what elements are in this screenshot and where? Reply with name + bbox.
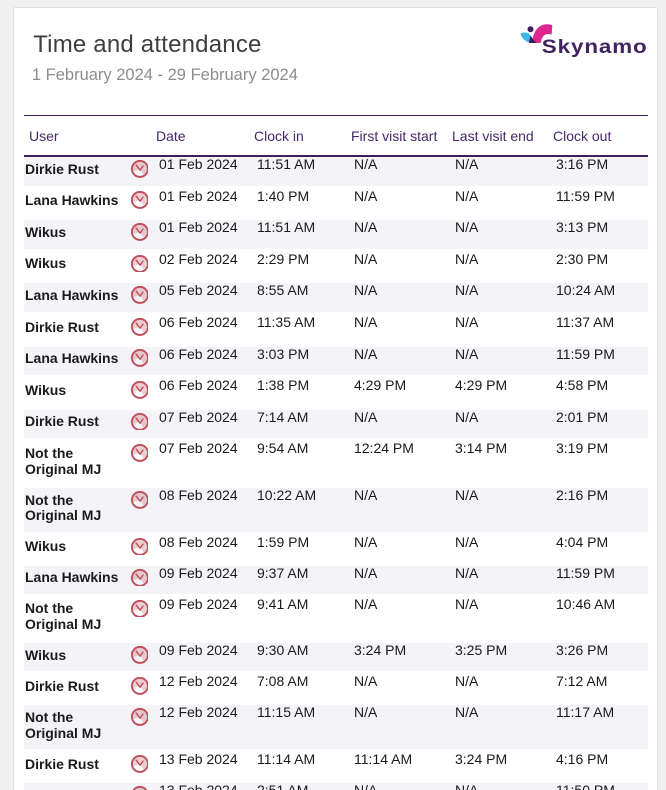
svg-text:Skynamo: Skynamo [542,37,648,58]
